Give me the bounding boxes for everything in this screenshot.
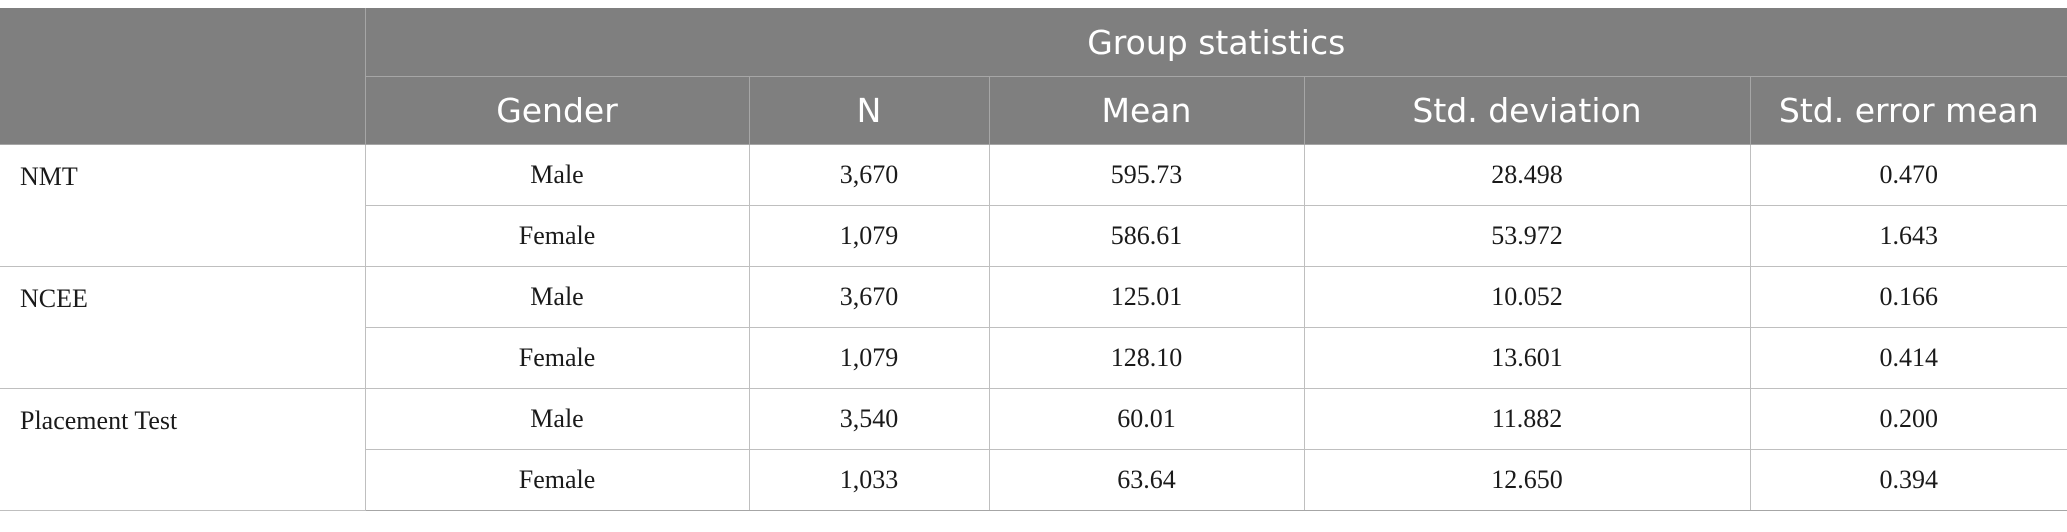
n-cell: 3,670: [748, 266, 990, 328]
mean-cell: 125.01: [988, 266, 1305, 328]
gender-cell: Female: [364, 449, 750, 511]
std-deviation-cell: 13.601: [1303, 327, 1751, 389]
n-cell: 1,033: [748, 449, 990, 511]
n-cell: 3,540: [748, 388, 990, 450]
n-cell: 1,079: [748, 205, 990, 267]
std-error-mean-cell: 0.200: [1749, 388, 2067, 450]
table-row: NMT Male 3,670 595.73 28.498 0.470: [0, 144, 2067, 267]
std-error-mean-cell: 0.470: [1749, 144, 2067, 206]
table-row: Female 1,033 63.64 12.650 0.394: [0, 449, 2067, 511]
std-deviation-cell: 12.650: [1303, 449, 1751, 511]
variable-cell-placement-test: Placement Test: [0, 388, 366, 511]
std-deviation-cell: 53.972: [1303, 205, 1751, 267]
group-statistics-table-container: Group statistics Gender N Mean Std. devi…: [0, 8, 2067, 511]
group-statistics-table: Group statistics Gender N Mean Std. devi…: [0, 8, 2067, 511]
std-deviation-cell: 28.498: [1303, 144, 1751, 206]
n-cell: 1,079: [748, 327, 990, 389]
std-error-mean-cell: 1.643: [1749, 205, 2067, 267]
std-deviation-cell: 11.882: [1303, 388, 1751, 450]
std-error-mean-cell: 0.394: [1749, 449, 2067, 511]
std-error-mean-cell: 0.414: [1749, 327, 2067, 389]
table-row: Placement Test Male 3,540 60.01 11.882 0…: [0, 388, 2067, 511]
mean-cell: 586.61: [988, 205, 1305, 267]
gender-cell: Male: [364, 266, 750, 328]
group-statistics-header: Group statistics: [364, 8, 2067, 77]
column-header-std-error-mean: Std. error mean: [1749, 76, 2067, 145]
table-body: NMT Male 3,670 595.73 28.498 0.470 Femal…: [0, 144, 2067, 511]
mean-cell: 60.01: [988, 388, 1305, 450]
mean-cell: 128.10: [988, 327, 1305, 389]
n-cell: 3,670: [748, 144, 990, 206]
gender-cell: Male: [364, 388, 750, 450]
mean-cell: 63.64: [988, 449, 1305, 511]
table-row: NCEE Male 3,670 125.01 10.052 0.166: [0, 266, 2067, 389]
column-header-gender: Gender: [364, 76, 750, 145]
column-header-mean: Mean: [988, 76, 1305, 145]
gender-cell: Female: [364, 205, 750, 267]
column-header-std-deviation: Std. deviation: [1303, 76, 1751, 145]
table-header: Group statistics Gender N Mean Std. devi…: [0, 8, 2067, 145]
std-error-mean-cell: 0.166: [1749, 266, 2067, 328]
std-deviation-cell: 10.052: [1303, 266, 1751, 328]
table-row: Female 1,079 586.61 53.972 1.643: [0, 205, 2067, 267]
header-corner-cell: [0, 8, 366, 145]
variable-cell-ncee: NCEE: [0, 266, 366, 389]
gender-cell: Male: [364, 144, 750, 206]
header-group-row: Group statistics: [0, 8, 2067, 145]
variable-cell-nmt: NMT: [0, 144, 366, 267]
header-columns-row: Gender N Mean Std. deviation Std. error …: [0, 76, 2067, 145]
mean-cell: 595.73: [988, 144, 1305, 206]
column-header-n: N: [748, 76, 990, 145]
table-row: Female 1,079 128.10 13.601 0.414: [0, 327, 2067, 389]
gender-cell: Female: [364, 327, 750, 389]
